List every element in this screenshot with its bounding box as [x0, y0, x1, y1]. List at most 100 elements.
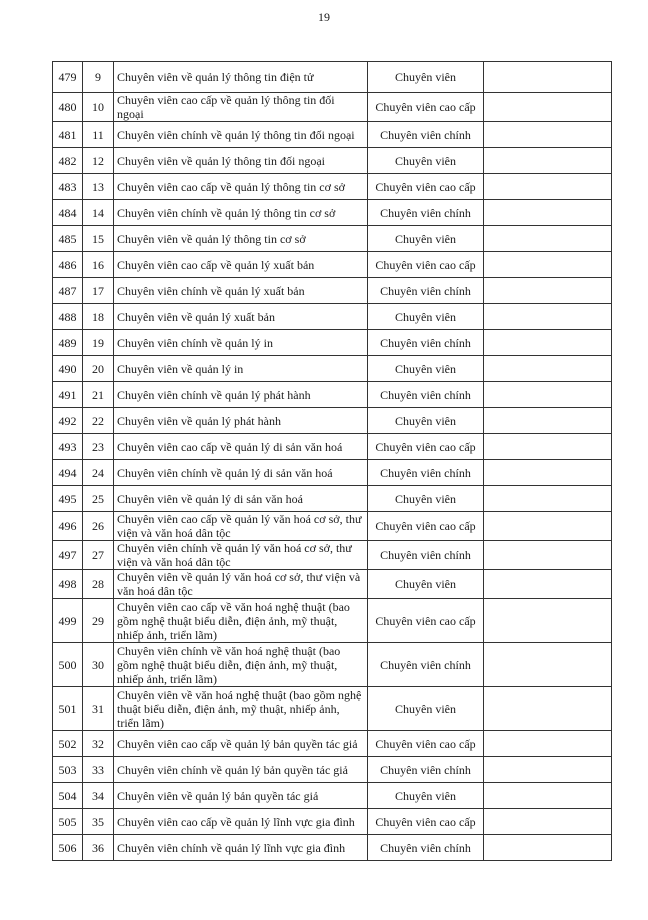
- sub-number: 32: [82, 730, 114, 757]
- table-row: 502 32 Chuyên viên cao cấp về quản lý bản …: [52, 730, 612, 757]
- empty-cell: [483, 834, 612, 861]
- table-row: 506 36 Chuyên viên chính về quản lý lĩnh v…: [52, 834, 612, 861]
- position-title: Chuyên viên về quản lý phát hành: [113, 407, 368, 434]
- sub-number: 33: [82, 756, 114, 783]
- row-number: 503: [52, 756, 83, 783]
- empty-cell: [483, 511, 612, 541]
- row-number: 484: [52, 199, 83, 226]
- empty-cell: [483, 147, 612, 174]
- position-title: Chuyên viên chính về quản lý lĩnh vực gi…: [113, 834, 368, 861]
- sub-number: 14: [82, 199, 114, 226]
- page-number: 19: [318, 10, 330, 24]
- row-number: 501: [52, 686, 83, 731]
- table-row: 504 34 Chuyên viên về quản lý bản quyền tá…: [52, 782, 612, 809]
- position-table: 479 9 Chuyên viên về quản lý thông tin điệ…: [52, 61, 612, 861]
- rank: Chuyên viên: [367, 61, 484, 93]
- position-title: Chuyên viên cao cấp về văn hoá nghệ thuậ…: [113, 598, 368, 643]
- empty-cell: [483, 540, 612, 570]
- empty-cell: [483, 407, 612, 434]
- sub-number: 34: [82, 782, 114, 809]
- row-number: 506: [52, 834, 83, 861]
- table-row: 491 21 Chuyên viên chính về quản lý phát h…: [52, 381, 612, 408]
- row-number: 502: [52, 730, 83, 757]
- table-row: 492 22 Chuyên viên về quản lý phát hành Chu…: [52, 407, 612, 434]
- rank: Chuyên viên: [367, 686, 484, 731]
- rank: Chuyên viên cao cấp: [367, 433, 484, 460]
- empty-cell: [483, 121, 612, 148]
- table-row: 493 23 Chuyên viên cao cấp về quản lý di s…: [52, 433, 612, 460]
- empty-cell: [483, 251, 612, 278]
- rank: Chuyên viên chính: [367, 540, 484, 570]
- sub-number: 16: [82, 251, 114, 278]
- empty-cell: [483, 756, 612, 783]
- row-number: 504: [52, 782, 83, 809]
- table-row: 490 20 Chuyên viên về quản lý in Chuyên viê…: [52, 355, 612, 382]
- empty-cell: [483, 686, 612, 731]
- empty-cell: [483, 303, 612, 330]
- row-number: 492: [52, 407, 83, 434]
- position-title: Chuyên viên về quản lý di sản văn hoá: [113, 485, 368, 512]
- rank: Chuyên viên: [367, 485, 484, 512]
- row-number: 486: [52, 251, 83, 278]
- position-title: Chuyên viên chính về văn hoá nghệ thuật …: [113, 642, 368, 687]
- row-number: 493: [52, 433, 83, 460]
- rank: Chuyên viên cao cấp: [367, 808, 484, 835]
- row-number: 494: [52, 459, 83, 486]
- empty-cell: [483, 199, 612, 226]
- rank: Chuyên viên cao cấp: [367, 598, 484, 643]
- row-number: 500: [52, 642, 83, 687]
- empty-cell: [483, 433, 612, 460]
- position-title: Chuyên viên cao cấp về quản lý văn hoá c…: [113, 511, 368, 541]
- rank: Chuyên viên chính: [367, 834, 484, 861]
- row-number: 479: [52, 61, 83, 93]
- table-row: 482 12 Chuyên viên về quản lý thông tin đố…: [52, 147, 612, 174]
- row-number: 490: [52, 355, 83, 382]
- position-title: Chuyên viên cao cấp về quản lý thông tin…: [113, 92, 368, 122]
- position-title: Chuyên viên chính về quản lý in: [113, 329, 368, 356]
- row-number: 483: [52, 173, 83, 200]
- empty-cell: [483, 277, 612, 304]
- rank: Chuyên viên cao cấp: [367, 511, 484, 541]
- table-row: 484 14 Chuyên viên chính về quản lý thông …: [52, 199, 612, 226]
- row-number: 489: [52, 329, 83, 356]
- position-title: Chuyên viên về quản lý thông tin đối ngo…: [113, 147, 368, 174]
- row-number: 505: [52, 808, 83, 835]
- table-row: 487 17 Chuyên viên chính về quản lý xuất b…: [52, 277, 612, 304]
- empty-cell: [483, 782, 612, 809]
- sub-number: 26: [82, 511, 114, 541]
- empty-cell: [483, 225, 612, 252]
- position-title: Chuyên viên chính về quản lý phát hành: [113, 381, 368, 408]
- sub-number: 23: [82, 433, 114, 460]
- table-row: 499 29 Chuyên viên cao cấp về văn hoá nghệ…: [52, 598, 612, 643]
- rank: Chuyên viên: [367, 407, 484, 434]
- rank: Chuyên viên cao cấp: [367, 92, 484, 122]
- rank: Chuyên viên: [367, 303, 484, 330]
- position-title: Chuyên viên về quản lý thông tin cơ sở: [113, 225, 368, 252]
- sub-number: 24: [82, 459, 114, 486]
- rank: Chuyên viên chính: [367, 329, 484, 356]
- table-body: 479 9 Chuyên viên về quản lý thông tin điệ…: [52, 61, 612, 861]
- position-title: Chuyên viên về quản lý xuất bản: [113, 303, 368, 330]
- empty-cell: [483, 355, 612, 382]
- position-title: Chuyên viên cao cấp về quản lý bản quyền…: [113, 730, 368, 757]
- table-row: 505 35 Chuyên viên cao cấp về quản lý lĩnh…: [52, 808, 612, 835]
- table-row: 496 26 Chuyên viên cao cấp về quản lý văn …: [52, 511, 612, 541]
- position-title: Chuyên viên về quản lý thông tin điện tử: [113, 61, 368, 93]
- table-row: 500 30 Chuyên viên chính về văn hoá nghệ t…: [52, 642, 612, 687]
- position-title: Chuyên viên cao cấp về quản lý di sản vă…: [113, 433, 368, 460]
- rank: Chuyên viên chính: [367, 381, 484, 408]
- rank: Chuyên viên cao cấp: [367, 173, 484, 200]
- table-row: 481 11 Chuyên viên chính về quản lý thông …: [52, 121, 612, 148]
- row-number: 480: [52, 92, 83, 122]
- row-number: 499: [52, 598, 83, 643]
- position-title: Chuyên viên chính về quản lý thông tin c…: [113, 199, 368, 226]
- empty-cell: [483, 459, 612, 486]
- sub-number: 25: [82, 485, 114, 512]
- table-row: 498 28 Chuyên viên về quản lý văn hoá cơ s…: [52, 569, 612, 599]
- position-title: Chuyên viên cao cấp về quản lý thông tin…: [113, 173, 368, 200]
- rank: Chuyên viên chính: [367, 121, 484, 148]
- sub-number: 13: [82, 173, 114, 200]
- rank: Chuyên viên chính: [367, 459, 484, 486]
- empty-cell: [483, 173, 612, 200]
- rank: Chuyên viên: [367, 355, 484, 382]
